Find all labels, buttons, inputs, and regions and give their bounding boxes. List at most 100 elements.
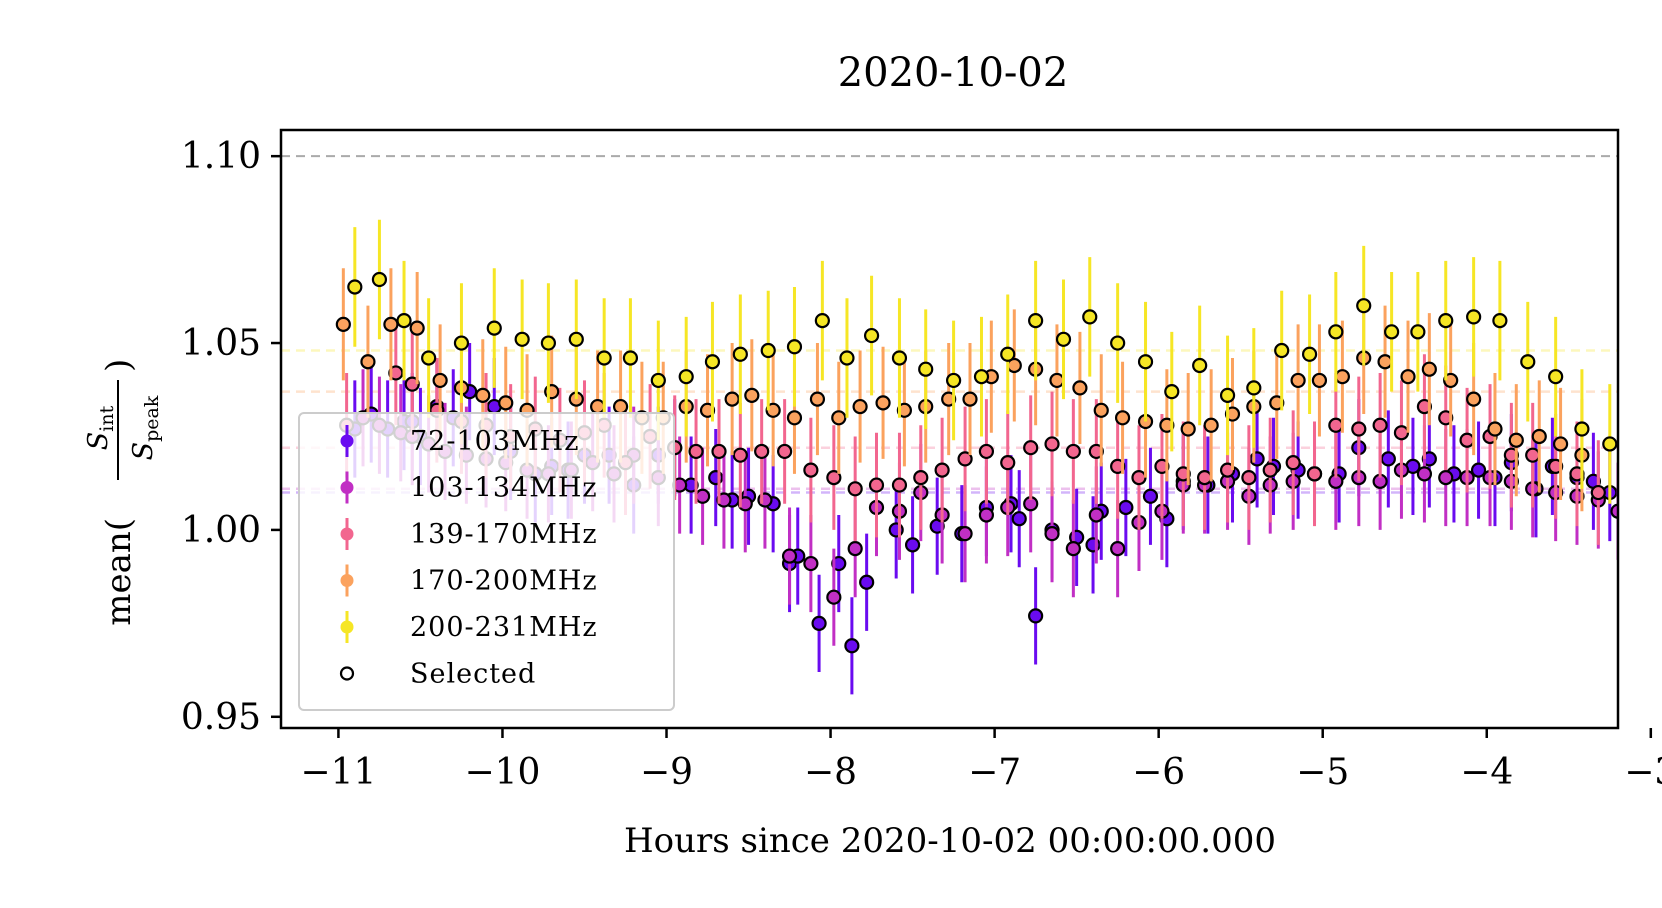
data-point: [475, 387, 491, 403]
data-point: [1574, 421, 1590, 437]
data-point: [957, 451, 973, 467]
data-point: [1416, 398, 1433, 415]
numerator-subscript: int: [96, 405, 118, 431]
data-point: [699, 402, 716, 418]
data-point: [1328, 324, 1344, 340]
data-point: [622, 350, 639, 366]
data-point: [786, 339, 803, 355]
data-point: [803, 462, 819, 478]
data-point: [1196, 469, 1213, 486]
plot-frame: [279, 128, 1620, 730]
data-point: [839, 350, 855, 366]
data-point: [540, 335, 557, 351]
data-point: [1311, 372, 1328, 389]
data-point: [826, 469, 842, 486]
data-point: [421, 350, 437, 366]
data-point: [514, 331, 530, 347]
data-point: [1508, 432, 1524, 448]
data-point: [962, 391, 978, 407]
data-point: [744, 387, 760, 403]
data-point: [1334, 369, 1350, 385]
data-point: [1131, 469, 1147, 486]
data-point: [1011, 511, 1027, 527]
data-point: [371, 271, 388, 288]
data-point: [1410, 324, 1426, 340]
data-point: [1377, 354, 1393, 370]
data-point: [891, 477, 908, 493]
y-tick-label: 1.10: [181, 136, 261, 177]
data-point: [711, 443, 727, 460]
x-axis: −11 −10 −9 −8 −7 −6 −5 −4 −3: [300, 728, 1662, 793]
data-point: [765, 402, 781, 418]
x-axis-label: Hours since 2020-10-02 00:00:00.000: [624, 821, 1276, 861]
data-point: [1219, 462, 1236, 478]
data-point: [1351, 421, 1367, 437]
data-point: [1602, 436, 1618, 452]
data-point: [360, 354, 376, 370]
data-point: [1110, 335, 1126, 351]
x-tick-label: −5: [1296, 752, 1349, 793]
data-point: [1421, 451, 1437, 467]
legend-marker: [340, 527, 354, 541]
x-tick-label: −10: [464, 752, 540, 793]
data-point: [891, 350, 908, 366]
chart-title: 2020-10-02: [838, 50, 1069, 96]
data-point: [811, 615, 827, 631]
data-point: [1219, 387, 1236, 403]
data-point: [347, 279, 363, 295]
y-axis-label-denominator: Speak: [128, 395, 163, 460]
data-point: [383, 316, 399, 332]
data-point: [590, 398, 606, 415]
data-point: [1443, 372, 1459, 389]
data-point: [1192, 357, 1208, 374]
data-point: [388, 365, 404, 381]
legend-label: 139-170MHz: [410, 519, 598, 550]
data-point: [1028, 313, 1044, 329]
data-point: [724, 391, 740, 407]
y-axis-label-numerator: Sint: [83, 405, 118, 450]
data-point: [695, 488, 711, 504]
data-point: [732, 447, 748, 463]
data-point: [1466, 309, 1482, 325]
legend: 72-103MHz 103-134MHz 139-170MHz 170-200MHz 2…: [298, 412, 675, 711]
data-point: [1110, 458, 1126, 474]
data-point: [803, 555, 819, 572]
data-point: [1290, 372, 1306, 389]
data-point: [1492, 313, 1508, 329]
data-point: [1384, 324, 1400, 340]
x-tick-label: −3: [1624, 752, 1662, 793]
y-tick-label: 1.00: [181, 510, 261, 551]
data-point: [859, 574, 875, 590]
legend-label: Selected: [410, 659, 536, 690]
data-point: [777, 443, 793, 460]
data-point: [1262, 462, 1278, 478]
data-point: [612, 398, 629, 415]
denominator-subscript: peak: [141, 395, 163, 442]
data-point: [852, 398, 868, 415]
x-tick-label: −6: [1132, 752, 1185, 793]
data-point: [1088, 443, 1104, 460]
data-point: [847, 540, 863, 557]
legend-label: 72-103MHz: [410, 426, 579, 457]
data-point: [1241, 469, 1257, 486]
data-point: [786, 410, 803, 426]
data-point: [1438, 410, 1454, 426]
data-point: [1269, 395, 1285, 411]
data-point: [826, 589, 842, 605]
data-point: [704, 354, 721, 370]
data-point: [1137, 354, 1154, 370]
data-point: [1459, 432, 1475, 448]
x-tick-label: −9: [640, 752, 693, 793]
data-point: [409, 320, 425, 336]
data-point: [1082, 309, 1098, 325]
data-point: [453, 335, 470, 351]
data-point: [1000, 455, 1016, 471]
data-point: [1164, 384, 1180, 400]
data-point: [978, 443, 995, 460]
data-point: [1531, 428, 1547, 445]
legend-box: [298, 412, 675, 711]
data-point: [1548, 369, 1564, 385]
data-point: [781, 548, 798, 564]
data-point: [1274, 342, 1290, 359]
